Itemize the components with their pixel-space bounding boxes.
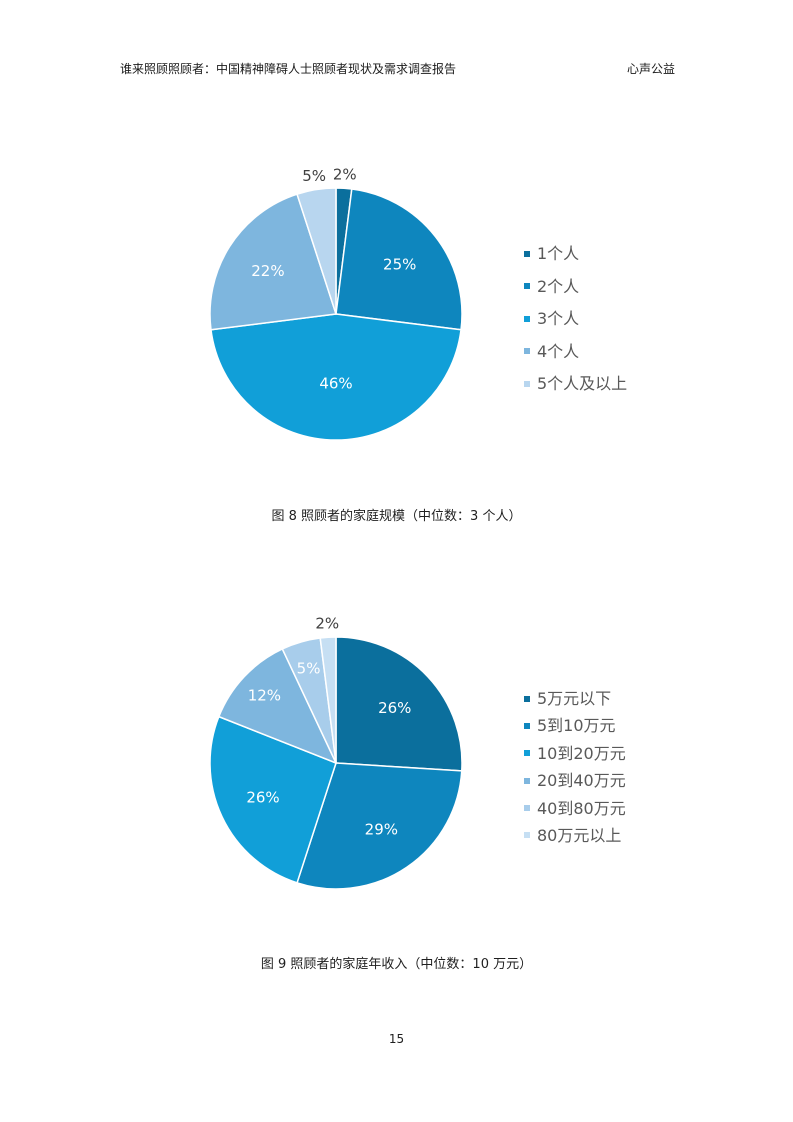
legend-swatch [524,250,530,257]
pie-slice-label: 26% [246,788,279,806]
legend-item: 5万元以下 [524,688,626,715]
legend-item: 4个人 [524,341,627,374]
pie-slice [296,762,463,890]
pie-slice-label: 26% [378,699,411,717]
pie-data-labels: 26% 29% 26% 12% 5% 2% [246,614,411,838]
pie-slice-label: 2% [315,614,339,632]
legend-swatch [524,315,530,322]
legend-item: 5个人及以上 [524,373,627,406]
report-title: 谁来照顾照顾者：中国精神障碍人士照顾者现状及需求调查报告 [120,62,457,76]
figure-caption: 图 9 照顾者的家庭年收入（中位数：10 万元） [260,957,533,972]
legend-label: 40到80万元 [537,798,626,818]
pie-slice [210,313,462,441]
legend-swatch [524,777,530,784]
legend-swatch [524,348,530,354]
pie-slice [218,648,337,764]
legend-label: 3个人 [537,309,580,328]
organization-name: 心声公益 [626,62,675,76]
chart-legend: 1个人 2个人 3个人 4个人 5个人及以上 [524,243,627,406]
pie-slice-label: 5% [302,167,326,185]
page-number: 15 [388,1032,405,1046]
pie-slices [209,187,463,441]
pie-data-labels: 2% 25% 46% 22% 5% [251,165,416,392]
pie-slice [209,193,337,331]
pie-chart-household-income: 26% 29% 26% 12% 5% 2% [209,614,463,890]
pie-slice-label: 46% [319,374,352,392]
legend-item: 3个人 [524,308,627,341]
legend-label: 2个人 [537,276,580,296]
pie-slices [209,636,463,890]
legend-item: 80万元以上 [524,825,626,852]
pie-slice [209,715,337,884]
legend-swatch [524,722,530,729]
pie-slice-label: 22% [251,262,284,280]
legend-item: 2个人 [524,276,627,309]
pie-slice [319,636,337,764]
pie-slice [335,636,463,772]
legend-swatch [524,283,530,289]
figure-caption: 图 8 照顾者的家庭规模（中位数：3 个人） [271,509,522,524]
pie-slice-label: 5% [297,660,321,678]
legend-swatch [524,750,530,757]
legend-label: 80万元以上 [537,825,622,845]
legend-item: 1个人 [524,243,627,276]
legend-item: 20到40万元 [524,770,626,797]
legend-swatch [524,695,530,702]
pie-chart-household-size: 2% 25% 46% 22% 5% [209,165,463,441]
legend-label: 5个人及以上 [537,374,628,393]
pie-slice [296,187,337,315]
pie-slice [335,188,463,331]
legend-label: 5万元以下 [537,689,612,708]
legend-swatch [524,832,530,839]
legend-label: 4个人 [537,341,580,361]
pie-slice-label: 25% [383,256,416,274]
legend-label: 1个人 [537,244,580,263]
pie-slice-label: 12% [248,687,281,705]
legend-label: 20到40万元 [537,771,626,791]
legend-item: 10到20万元 [524,743,626,770]
pie-slice-label: 29% [365,821,398,839]
pie-slice-label: 2% [333,165,357,183]
legend-swatch [524,380,530,387]
legend-label: 10到20万元 [537,743,626,763]
legend-swatch [524,805,530,812]
legend-label: 5到10万元 [537,716,616,736]
legend-item: 5到10万元 [524,715,626,742]
legend-item: 40到80万元 [524,798,626,825]
chart-legend: 5万元以下 5到10万元 10到20万元 20到40万元 40到80万元 80万… [524,688,626,852]
